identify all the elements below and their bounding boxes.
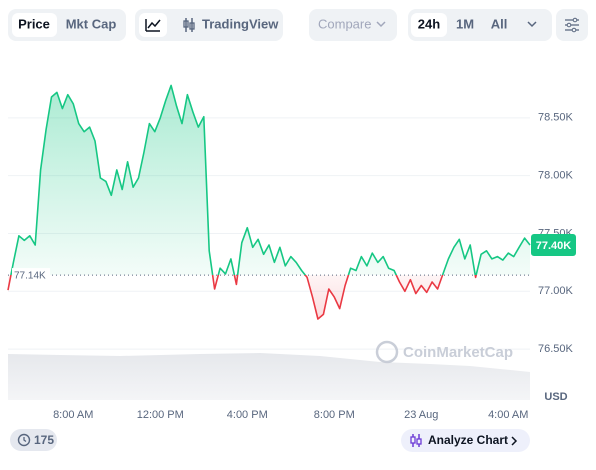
compare-button[interactable] bbox=[309, 9, 397, 41]
y-tick-label: 78.00K bbox=[538, 170, 574, 182]
grid bbox=[8, 117, 530, 350]
analyze-icon bbox=[410, 436, 416, 444]
price-line bbox=[7, 84, 531, 320]
clock-icon bbox=[23, 437, 27, 443]
watermark-text: CoinMarketCap bbox=[403, 344, 513, 361]
toolbar: Price Mkt Cap TradingView Compare 24h 1M… bbox=[8, 9, 588, 41]
analyze-chart-button[interactable] bbox=[401, 429, 530, 452]
x-tick-label: 8:00 AM bbox=[53, 409, 93, 421]
candle-icon bbox=[183, 20, 189, 28]
period-label[interactable]: All bbox=[491, 16, 508, 31]
current-price-badge bbox=[531, 234, 576, 257]
analyze-chart-label[interactable]: Analyze Chart bbox=[428, 433, 508, 447]
price-tab-label[interactable]: Price bbox=[18, 16, 50, 31]
chart-type-group bbox=[135, 9, 283, 41]
volume-area bbox=[8, 353, 530, 400]
y-tick-label: 77.00K bbox=[538, 285, 574, 297]
analyze-icon bbox=[416, 438, 422, 445]
settings-icon bbox=[571, 27, 577, 33]
period-label[interactable]: 24h bbox=[418, 16, 440, 31]
chevron bbox=[376, 21, 386, 28]
settings-icon bbox=[572, 17, 578, 23]
period-24h[interactable] bbox=[411, 13, 447, 37]
chevron bbox=[511, 436, 518, 446]
y-tick-label: 78.50K bbox=[538, 112, 574, 124]
settings-icon bbox=[566, 22, 572, 28]
price-tab[interactable] bbox=[12, 13, 57, 37]
candle-icon bbox=[189, 22, 195, 30]
period-label[interactable]: 1M bbox=[456, 16, 474, 31]
watermark: CoinMarketCap bbox=[375, 340, 513, 364]
compare-label[interactable]: Compare bbox=[318, 16, 371, 31]
candle-icon bbox=[185, 18, 193, 32]
watermark-logo bbox=[375, 340, 399, 364]
price-area bbox=[8, 85, 530, 320]
clock-icon bbox=[17, 433, 31, 447]
currency-label: USD bbox=[544, 391, 567, 403]
y-tick-label: 76.50K bbox=[538, 343, 574, 355]
x-tick-label: 23 Aug bbox=[404, 409, 438, 421]
x-tick-label: 4:00 PM bbox=[227, 409, 268, 421]
events-count[interactable]: 175 bbox=[34, 433, 54, 447]
tradingview-button[interactable]: TradingView bbox=[202, 16, 279, 31]
x-tick-label: 12:00 PM bbox=[137, 409, 184, 421]
line-icon bbox=[145, 19, 161, 32]
current-price-label: 77.40K bbox=[536, 240, 572, 252]
reference-label: 77.14K bbox=[14, 271, 46, 282]
mkt-cap-tab[interactable]: Mkt Cap bbox=[66, 16, 117, 31]
reference-label-bg bbox=[12, 268, 50, 283]
chevron[interactable] bbox=[527, 21, 537, 28]
x-tick-label: 8:00 PM bbox=[314, 409, 355, 421]
x-tick-label: 4:00 AM bbox=[488, 409, 528, 421]
